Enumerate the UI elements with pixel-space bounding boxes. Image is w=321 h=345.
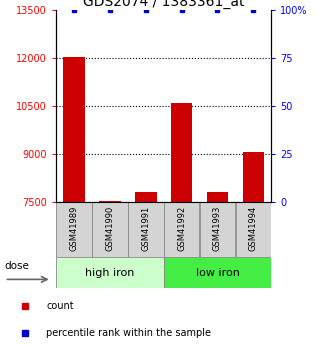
Bar [236, 202, 271, 257]
Bar [99, 201, 121, 202]
Text: GSM41992: GSM41992 [177, 206, 186, 251]
Bar [135, 192, 157, 202]
Text: count: count [46, 302, 74, 312]
Text: high iron: high iron [85, 268, 134, 277]
Bar [243, 152, 264, 202]
Bar [207, 192, 228, 202]
Text: GSM41989: GSM41989 [70, 206, 79, 251]
Bar [63, 57, 85, 202]
Bar [92, 202, 128, 257]
Bar [56, 257, 164, 288]
Text: GSM41993: GSM41993 [213, 206, 222, 251]
Text: percentile rank within the sample: percentile rank within the sample [46, 328, 211, 338]
Bar [171, 103, 192, 202]
Title: GDS2074 / 1383361_at: GDS2074 / 1383361_at [83, 0, 245, 9]
Text: GSM41991: GSM41991 [141, 206, 150, 251]
Bar [164, 257, 271, 288]
Text: GSM41994: GSM41994 [249, 206, 258, 251]
Text: GSM41990: GSM41990 [105, 206, 115, 251]
Text: low iron: low iron [195, 268, 239, 277]
Bar [200, 202, 235, 257]
Bar [164, 202, 199, 257]
Text: dose: dose [4, 261, 29, 271]
Bar [128, 202, 163, 257]
Bar [56, 202, 92, 257]
